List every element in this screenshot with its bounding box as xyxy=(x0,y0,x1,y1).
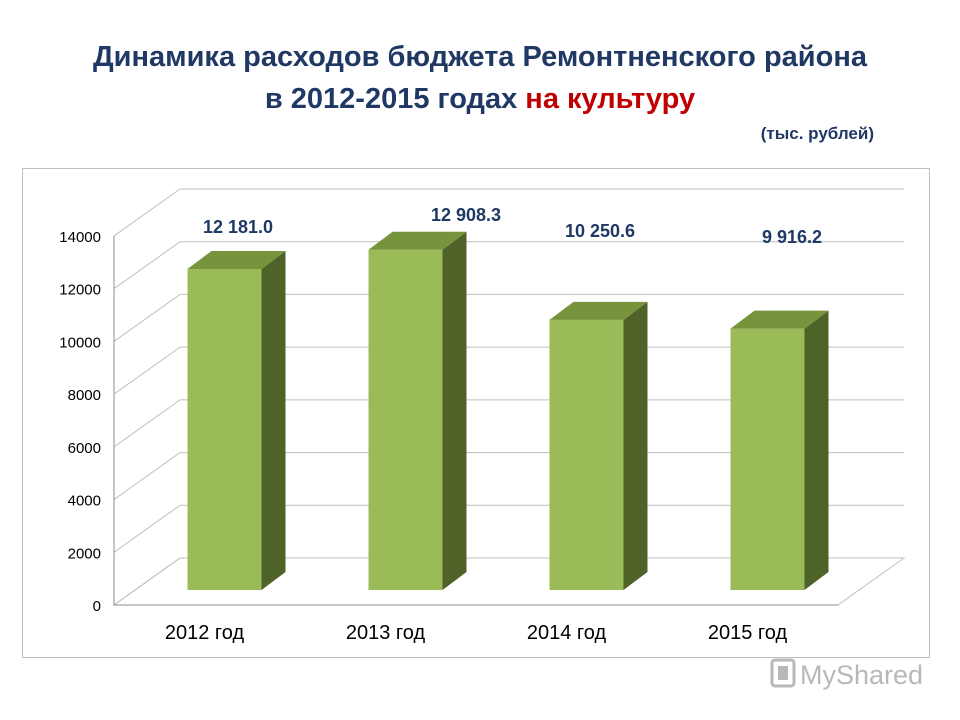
y-tick-label: 6000 xyxy=(68,440,101,457)
bar-top xyxy=(549,301,648,320)
chart-title: Динамика расходов бюджета Ремонтненского… xyxy=(0,36,960,120)
x-tick-label: 2015 год xyxy=(708,622,788,644)
y-tick-label: 0 xyxy=(93,598,101,615)
x-tick-label: 2014 год xyxy=(527,622,607,644)
x-tick-label: 2013 год xyxy=(346,622,426,644)
bar xyxy=(368,249,443,590)
watermark-text: MyShared xyxy=(800,660,923,690)
gridline-diagonal xyxy=(113,294,181,342)
gridline-diagonal xyxy=(113,346,181,395)
gridline-diagonal xyxy=(113,399,181,448)
data-label: 9 916.2 xyxy=(762,227,822,247)
data-label: 10 250.6 xyxy=(565,221,635,241)
y-tick-label: 4000 xyxy=(68,493,101,510)
bar-side xyxy=(623,301,648,590)
y-tick-label: 14000 xyxy=(59,229,101,246)
data-label: 12 181.0 xyxy=(203,217,273,237)
y-tick-label: 10000 xyxy=(59,334,101,351)
y-tick-label: 12000 xyxy=(59,282,101,299)
title-line-2-accent: на культуру xyxy=(525,83,696,115)
gridline-diagonal xyxy=(113,188,181,237)
bar-top xyxy=(187,250,286,269)
y-tick-label: 2000 xyxy=(68,545,101,562)
bar-side xyxy=(804,310,829,590)
title-line-2: в 2012-2015 годах на культуру xyxy=(0,78,960,120)
y-tick-label: 8000 xyxy=(68,387,101,404)
bar-top xyxy=(730,310,829,329)
gridline-diagonal xyxy=(113,452,181,500)
data-label: 12 908.3 xyxy=(431,205,501,225)
bar xyxy=(730,328,805,590)
gridline-diagonal xyxy=(113,504,181,553)
bar-side xyxy=(442,231,467,590)
title-line-2-prefix: в 2012-2015 годах xyxy=(264,83,526,115)
title-line-1: Динамика расходов бюджета Ремонтненского… xyxy=(93,41,867,73)
chart-frame xyxy=(22,168,930,658)
bar xyxy=(187,268,262,590)
watermark-logo-icon xyxy=(770,658,796,688)
units-label: (тыс. рублей) xyxy=(760,124,874,143)
bar-side xyxy=(261,250,286,590)
watermark: MyShared xyxy=(770,658,923,690)
bar xyxy=(549,319,624,590)
bar-top xyxy=(368,231,467,250)
x-tick-label: 2012 год xyxy=(165,622,245,644)
gridline-diagonal xyxy=(113,241,181,290)
